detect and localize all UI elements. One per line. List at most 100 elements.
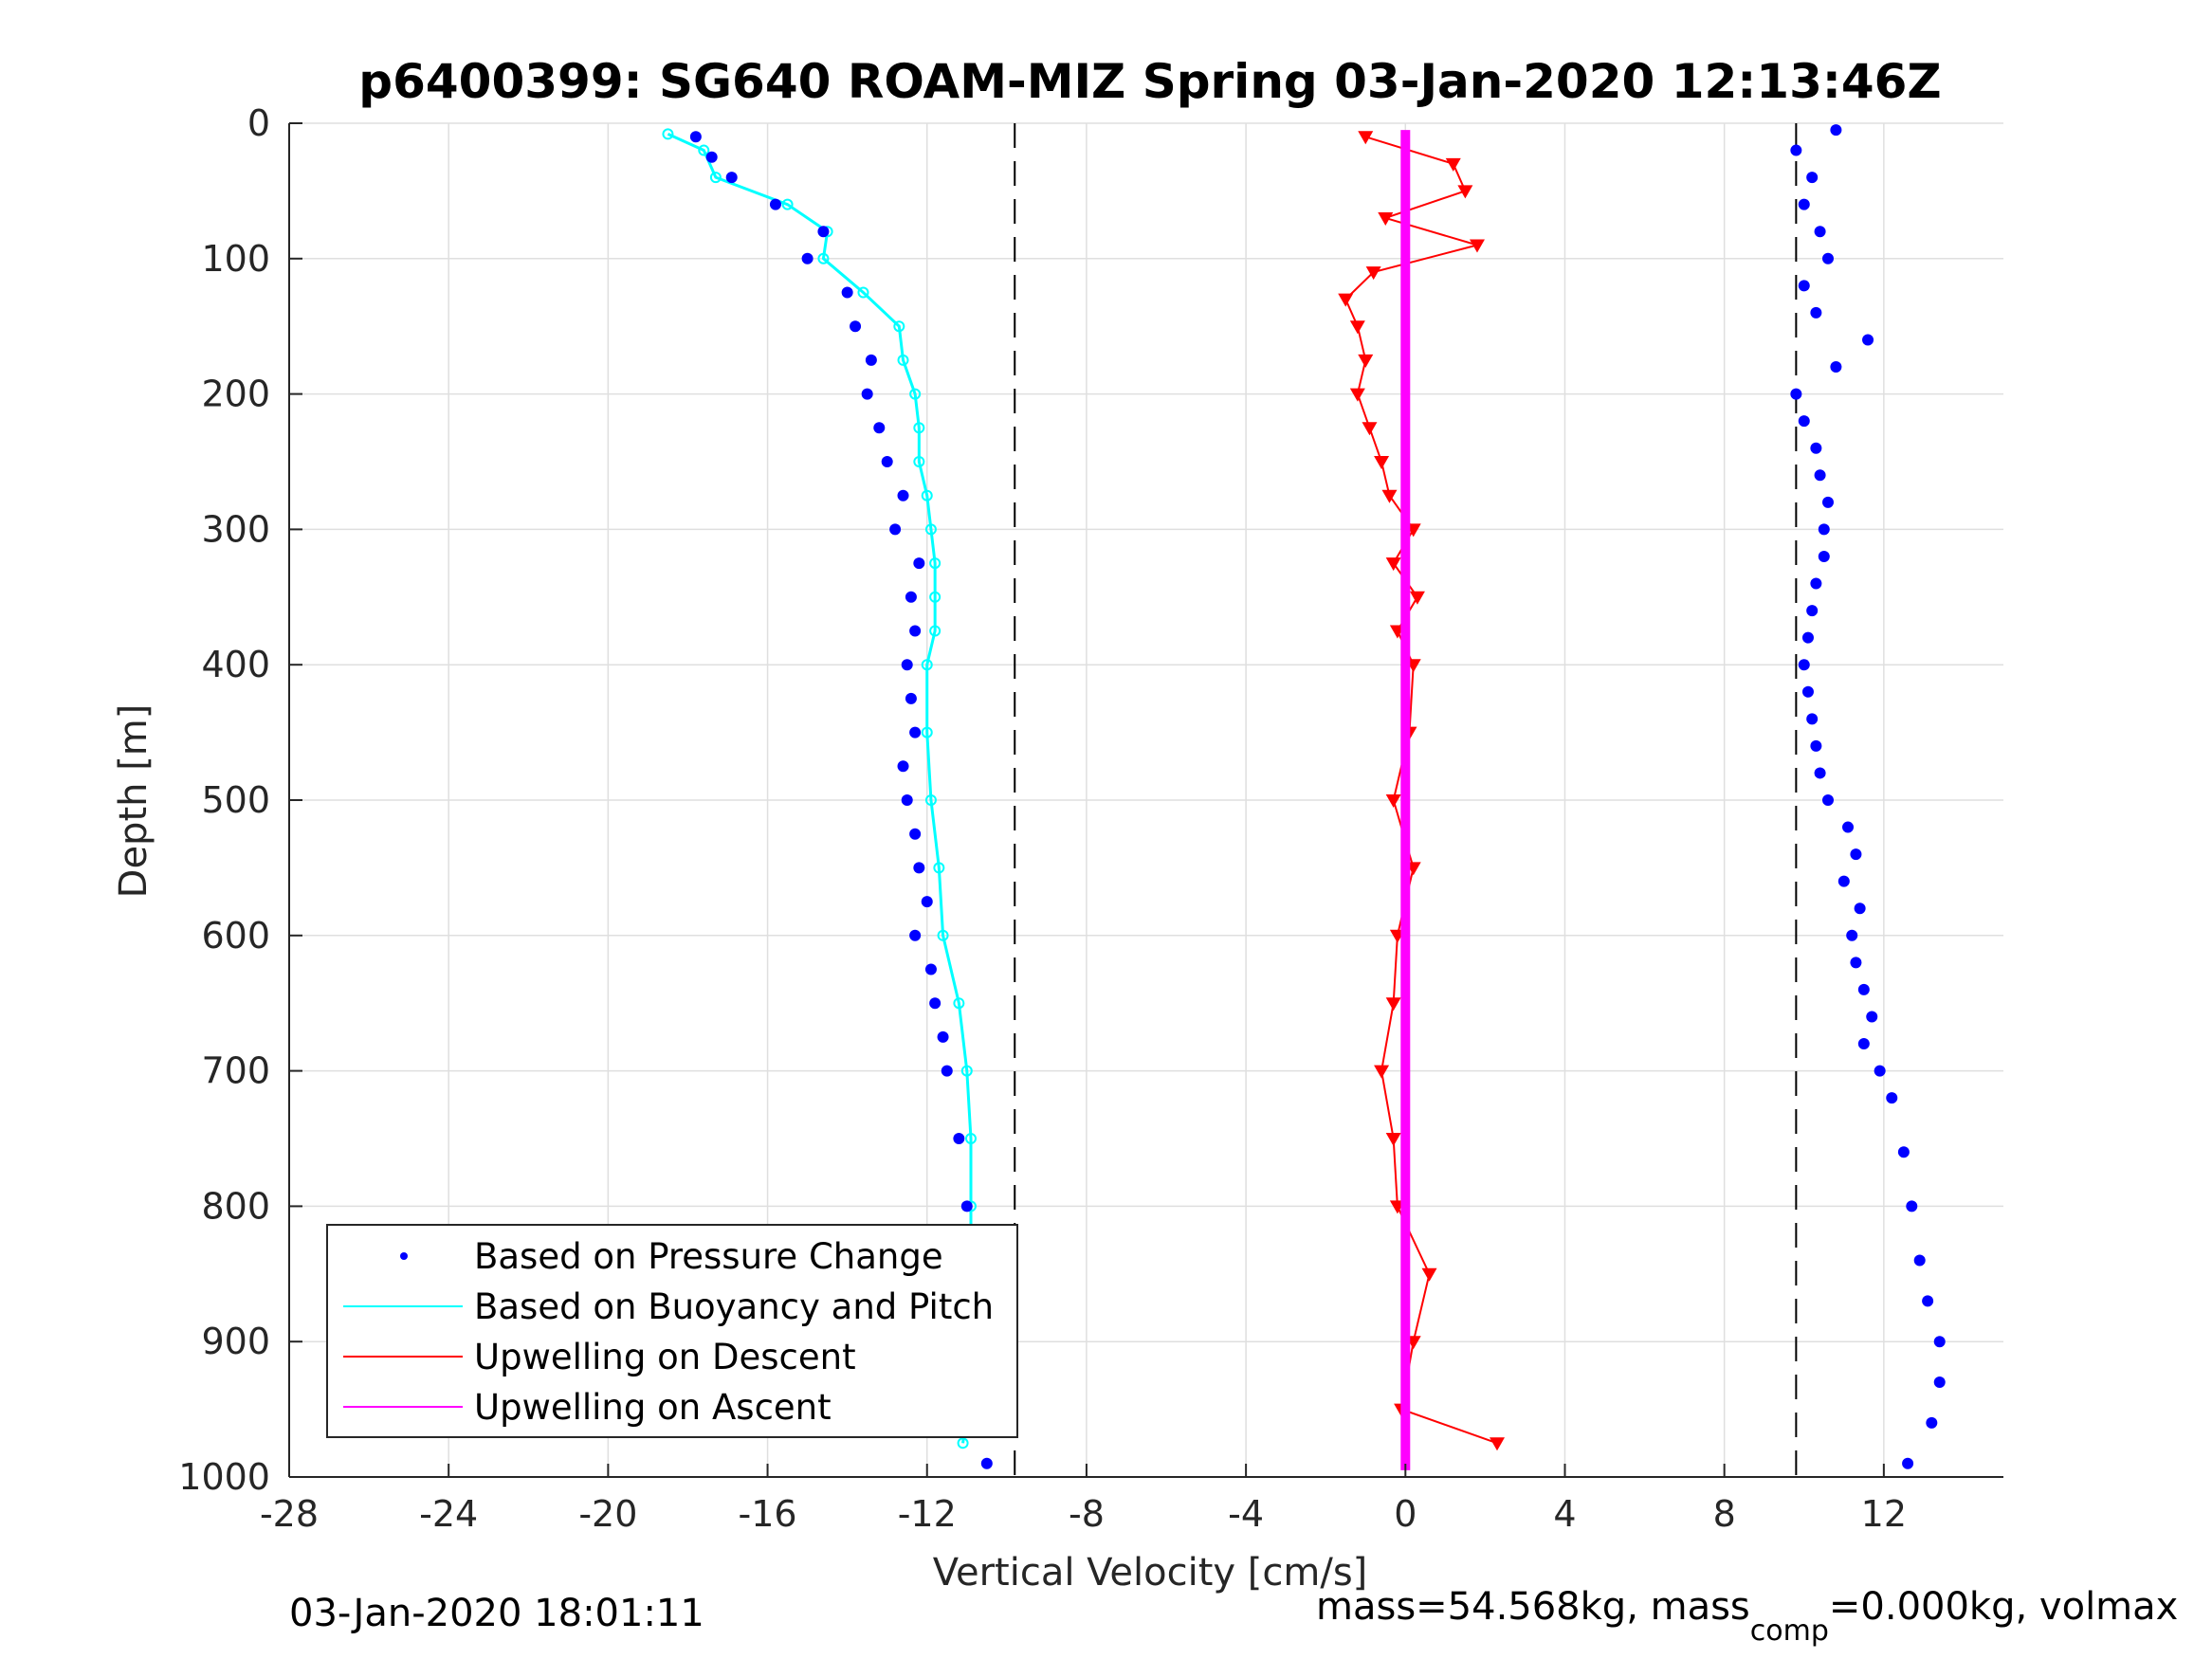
- buoyancy-point: [893, 320, 905, 333]
- pressure-point: [1906, 1200, 1918, 1212]
- pressure-point: [1830, 124, 1842, 137]
- pressure-point: [1862, 334, 1874, 346]
- pressure-point: [1821, 252, 1834, 264]
- pressure-point: [909, 625, 922, 637]
- pressure-point: [905, 692, 917, 704]
- footer-mass-info: mass=54.568kg, masscomp=0.000kg, volmax: [1316, 1585, 2178, 1648]
- footer-mass-prefix: mass=54.568kg, mass: [1316, 1585, 1750, 1629]
- upwelling-descent-marker: [1362, 422, 1378, 436]
- pressure-point: [901, 659, 913, 671]
- buoyancy-point: [924, 794, 937, 806]
- upwelling-descent-marker: [1358, 354, 1374, 368]
- pressure-point: [861, 388, 873, 400]
- pressure-point: [1850, 957, 1862, 969]
- buoyancy-point: [709, 172, 722, 184]
- upwelling-descent-marker: [1469, 239, 1485, 253]
- buoyancy-point: [913, 422, 925, 434]
- upwelling-descent-marker: [1349, 320, 1365, 335]
- pressure-point: [1874, 1065, 1886, 1077]
- x-tick-label: 12: [1861, 1493, 1907, 1535]
- y-tick-label: 1000: [178, 1456, 270, 1498]
- pressure-point: [1810, 306, 1822, 319]
- pressure-point: [1790, 144, 1802, 156]
- y-tick-label: 900: [201, 1321, 270, 1362]
- upwelling-descent-marker: [1409, 591, 1425, 605]
- pressure-point: [897, 760, 909, 773]
- pressure-point: [1798, 198, 1810, 210]
- y-tick-label: 600: [201, 915, 270, 957]
- pressure-point: [1821, 496, 1834, 508]
- y-tick-label: 300: [201, 508, 270, 550]
- pressure-point: [901, 794, 913, 806]
- buoyancy-point: [698, 144, 710, 156]
- y-axis-label: Depth [m]: [112, 704, 155, 899]
- legend-label-pressure: Based on Pressure Change: [474, 1236, 943, 1277]
- axes: [288, 122, 2003, 1478]
- pressure-point: [725, 172, 738, 184]
- buoyancy-point: [921, 489, 933, 501]
- pressure-point: [1821, 794, 1834, 806]
- pressure-point: [1866, 1011, 1878, 1023]
- pressure-point: [1850, 848, 1862, 861]
- pressure-point: [953, 1133, 965, 1144]
- y-tick-labels: 0 100 200 300 400 500 600 700 800 900 1000: [178, 102, 270, 1498]
- pressure-point: [1846, 929, 1858, 941]
- footer-mass-suffix: =0.000kg, volmax: [1829, 1585, 2178, 1629]
- x-tick-label: 0: [1394, 1493, 1417, 1535]
- pressure-point: [769, 198, 781, 210]
- buoyancy-point: [933, 862, 945, 874]
- buoyancy-point: [929, 625, 941, 637]
- pressure-point: [960, 1200, 973, 1212]
- pressure-point: [913, 557, 925, 570]
- pressure-point: [1806, 172, 1819, 184]
- x-tick-label: -20: [578, 1493, 637, 1535]
- pressure-point: [980, 1457, 993, 1469]
- y-tick-label: 0: [247, 102, 270, 144]
- pressure-point: [1801, 685, 1814, 698]
- pressure-point: [1922, 1295, 1934, 1307]
- pressure-point: [909, 726, 922, 738]
- pressure-point: [1854, 902, 1866, 915]
- pressure-point: [873, 422, 886, 434]
- pressure-point: [1842, 821, 1855, 833]
- pressure-point: [705, 151, 718, 163]
- pressure-point: [1814, 469, 1826, 482]
- pressure-point: [929, 997, 941, 1010]
- x-tick-label: 4: [1553, 1493, 1576, 1535]
- upwelling-descent-marker: [1381, 489, 1398, 503]
- pressure-point: [1913, 1254, 1926, 1267]
- upwelling-descent-marker: [1385, 997, 1401, 1012]
- pressure-point: [1902, 1457, 1914, 1469]
- pressure-point: [924, 963, 937, 975]
- buoyancy-point: [921, 659, 933, 671]
- buoyancy-point: [937, 929, 949, 941]
- pressure-point: [817, 226, 830, 238]
- buoyancy-point: [953, 997, 965, 1010]
- pressure-point: [1857, 1038, 1870, 1050]
- x-tick-label: 8: [1713, 1493, 1736, 1535]
- buoyancy-point: [957, 1437, 969, 1449]
- y-tick-label: 100: [201, 238, 270, 280]
- pressure-point: [1810, 577, 1822, 590]
- x-tick-label: -12: [898, 1493, 957, 1535]
- legend-swatch-pressure: [400, 1252, 408, 1260]
- upwelling-descent-marker: [1385, 557, 1401, 572]
- x-tick-label: -4: [1228, 1493, 1264, 1535]
- upwelling-descent-marker: [1358, 131, 1374, 145]
- upwelling-descent-marker: [1374, 1065, 1390, 1079]
- x-tick-label: -28: [260, 1493, 319, 1535]
- footer-timestamp: 03-Jan-2020 18:01:11: [289, 1592, 704, 1635]
- chart-title: p6400399: SG640 ROAM-MIZ Spring 03-Jan-2…: [358, 54, 1941, 109]
- upwelling-descent-marker: [1365, 266, 1381, 281]
- pressure-point: [1933, 1336, 1946, 1348]
- buoyancy-point: [781, 198, 794, 210]
- buoyancy-point: [960, 1065, 973, 1077]
- legend: Based on Pressure Change Based on Buoyan…: [326, 1224, 1018, 1438]
- y-tick-label: 400: [201, 644, 270, 685]
- y-tick-label: 200: [201, 374, 270, 415]
- footer-mass-sub: comp: [1750, 1614, 1829, 1648]
- pressure-point: [1933, 1376, 1946, 1389]
- pressure-point: [841, 286, 853, 299]
- buoyancy-point: [929, 557, 941, 570]
